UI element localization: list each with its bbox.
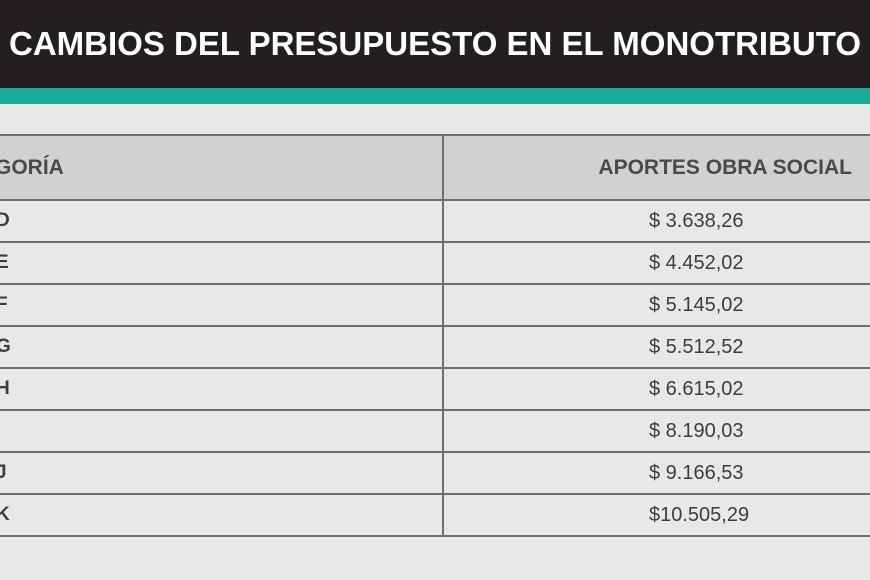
value-cell: $ 8.190,03 bbox=[442, 411, 870, 451]
column-header-category-label: GORÍA bbox=[0, 155, 64, 179]
category-cell: D bbox=[0, 201, 440, 241]
accent-stripe bbox=[0, 88, 870, 104]
value-cell: $ 5.512,52 bbox=[442, 327, 870, 367]
value-label: $ 3.638,26 bbox=[649, 209, 744, 232]
category-label: J bbox=[0, 462, 7, 483]
page-title: CAMBIOS DEL PRESUPUESTO EN EL MONOTRIBUT… bbox=[9, 25, 861, 62]
category-cell: J bbox=[0, 453, 440, 493]
value-label: $ 9.166,53 bbox=[649, 461, 744, 484]
column-header-category: GORÍA bbox=[0, 136, 440, 199]
category-label: H bbox=[0, 378, 10, 399]
table-row: E $ 4.452,02 bbox=[0, 243, 870, 285]
category-label: E bbox=[0, 252, 9, 273]
table-row: F $ 5.145,02 bbox=[0, 285, 870, 327]
category-label: K bbox=[0, 504, 10, 525]
category-label: G bbox=[0, 336, 11, 357]
category-cell: F bbox=[0, 285, 440, 325]
table-row: D $ 3.638,26 bbox=[0, 201, 870, 243]
category-label: D bbox=[0, 210, 10, 231]
category-cell: G bbox=[0, 327, 440, 367]
value-cell: $ 3.638,26 bbox=[442, 201, 870, 241]
value-cell: $ 5.145,02 bbox=[442, 285, 870, 325]
table-row: H $ 6.615,02 bbox=[0, 369, 870, 411]
value-label: $ 4.452,02 bbox=[649, 251, 744, 274]
value-label: $ 6.615,02 bbox=[649, 377, 744, 400]
table-row: K $10.505,29 bbox=[0, 495, 870, 537]
value-label: $ 5.145,02 bbox=[649, 293, 744, 316]
column-header-contributions-label: APORTES OBRA SOCIAL bbox=[598, 155, 852, 179]
category-cell: H bbox=[0, 369, 440, 409]
category-cell: K bbox=[0, 495, 440, 535]
value-cell: $10.505,29 bbox=[442, 495, 870, 535]
category-cell bbox=[0, 411, 440, 451]
title-banner: CAMBIOS DEL PRESUPUESTO EN EL MONOTRIBUT… bbox=[0, 0, 870, 88]
column-header-contributions: APORTES OBRA SOCIAL bbox=[442, 136, 870, 199]
contributions-table: GORÍA APORTES OBRA SOCIAL D $ 3.638,26 E… bbox=[0, 134, 870, 537]
category-label: F bbox=[0, 294, 8, 315]
value-label: $ 5.512,52 bbox=[649, 335, 744, 358]
table-row: J $ 9.166,53 bbox=[0, 453, 870, 495]
value-label: $ 8.190,03 bbox=[649, 419, 744, 442]
value-cell: $ 9.166,53 bbox=[442, 453, 870, 493]
value-cell: $ 6.615,02 bbox=[442, 369, 870, 409]
table-row: G $ 5.512,52 bbox=[0, 327, 870, 369]
value-label: $10.505,29 bbox=[649, 503, 750, 526]
table-row: $ 8.190,03 bbox=[0, 411, 870, 453]
table-header-row: GORÍA APORTES OBRA SOCIAL bbox=[0, 136, 870, 201]
category-cell: E bbox=[0, 243, 440, 283]
value-cell: $ 4.452,02 bbox=[442, 243, 870, 283]
